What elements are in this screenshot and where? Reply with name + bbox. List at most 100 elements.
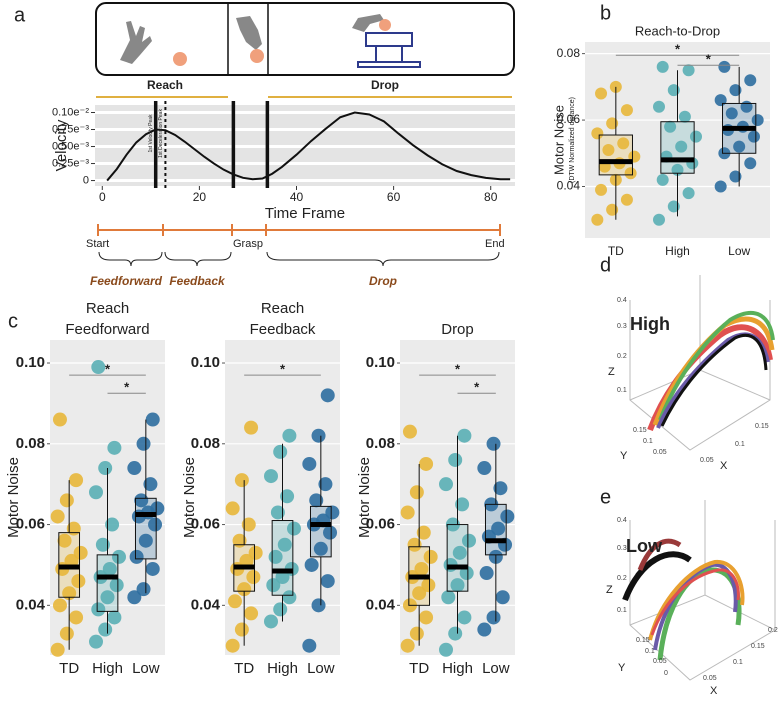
y-tick-label: 0.75e⁻³ <box>52 123 89 135</box>
y-tick-label: 0 <box>83 174 89 186</box>
y-tick-label: 0.25e⁻³ <box>52 157 89 169</box>
data-point <box>441 590 456 605</box>
chart-title: Reach <box>86 300 129 317</box>
panel-letter: e <box>600 486 611 508</box>
data-point <box>57 533 72 548</box>
data-point <box>89 485 103 500</box>
axis-label: X <box>720 460 728 472</box>
data-point <box>239 553 254 568</box>
plot-3d <box>629 275 775 451</box>
y-tick-label: 0.06 <box>191 516 220 533</box>
task-label: Drop <box>371 78 399 92</box>
chart-title: Drop <box>441 321 474 338</box>
data-point <box>412 586 427 601</box>
y-axis-label: Motor Noise <box>356 457 373 538</box>
x-tick-label: TD <box>409 660 429 677</box>
data-point <box>127 461 142 476</box>
tick-label: 0.15 <box>751 643 765 650</box>
tick-label: 0.3 <box>617 545 627 552</box>
tick-label: 0.1 <box>735 441 745 448</box>
data-point <box>136 436 151 451</box>
task-illustration <box>95 2 515 98</box>
data-point <box>591 127 604 140</box>
tick-label: 0.1 <box>617 607 627 614</box>
data-point <box>273 602 288 617</box>
data-point <box>595 87 608 100</box>
phase-label: Feedback <box>169 274 226 288</box>
data-point <box>325 505 340 520</box>
x-tick-label: Low <box>132 660 160 677</box>
data-point <box>50 642 65 657</box>
event-label: End <box>485 238 505 250</box>
data-point <box>148 517 163 532</box>
y-axis-label: Motor Noise <box>5 457 22 538</box>
x-tick-label: Low <box>728 244 750 258</box>
y-tick-label: 0.08 <box>16 435 45 452</box>
tick-label: 0.4 <box>617 517 627 524</box>
tick-label: 0.05 <box>700 457 714 464</box>
data-point <box>102 561 117 576</box>
data-point <box>744 74 757 87</box>
tick-label: 0.05 <box>653 658 667 665</box>
data-point <box>248 545 263 560</box>
y-axis-label: Motor Noise <box>551 105 566 175</box>
data-point <box>225 501 240 516</box>
data-point <box>477 461 492 476</box>
data-point <box>234 473 249 488</box>
panel-letter: b <box>600 2 611 24</box>
panel-letter: a <box>14 4 26 26</box>
x-tick-label: 40 <box>290 190 304 204</box>
data-point <box>62 586 77 601</box>
x-tick-label: High <box>442 660 473 677</box>
data-point <box>100 590 115 605</box>
data-point <box>266 578 281 593</box>
significance-label: * <box>706 52 712 67</box>
data-point <box>246 570 261 585</box>
significance-label: * <box>280 362 286 377</box>
tick-label: 0.1 <box>645 648 655 655</box>
y-tick-label: 0.04 <box>557 179 581 193</box>
data-point <box>234 622 249 637</box>
data-point <box>407 537 422 552</box>
data-point <box>232 533 247 548</box>
data-point <box>419 610 434 625</box>
data-point <box>439 477 453 492</box>
group-label: Low <box>626 536 663 556</box>
y-tick-label: 0.50e⁻³ <box>52 140 89 152</box>
data-point <box>656 60 669 73</box>
data-point <box>287 521 301 536</box>
significance-label: * <box>105 362 111 377</box>
data-point <box>277 537 292 552</box>
data-point <box>495 590 510 605</box>
data-point <box>400 638 415 653</box>
data-point <box>653 100 665 113</box>
data-point <box>69 473 84 488</box>
data-point <box>423 549 438 564</box>
data-point <box>270 505 285 520</box>
y-tick-label: 0.08 <box>557 46 581 60</box>
data-point <box>624 167 637 180</box>
data-point <box>59 626 74 641</box>
data-point <box>225 638 240 653</box>
tick-label: 0.05 <box>653 449 667 456</box>
chart-title: Reach-to-Drop <box>635 23 720 38</box>
data-point <box>241 517 256 532</box>
data-point <box>479 566 494 581</box>
y-tick-label: 0.06 <box>16 516 45 533</box>
y-axis-label: Velocity <box>53 119 70 171</box>
event-label: Start <box>86 238 109 250</box>
data-point <box>419 456 434 471</box>
data-point <box>302 638 317 653</box>
data-point <box>323 525 338 540</box>
data-point <box>138 533 153 548</box>
tick-label: 0.2 <box>768 627 778 634</box>
data-point <box>98 622 113 637</box>
data-point <box>69 610 84 625</box>
data-point <box>414 561 429 576</box>
data-point <box>421 578 436 593</box>
data-point <box>409 626 424 641</box>
tick-label: 0.1 <box>733 659 743 666</box>
data-point <box>145 561 160 576</box>
y-tick-label: 0.10 <box>366 354 395 371</box>
data-point <box>667 84 680 97</box>
